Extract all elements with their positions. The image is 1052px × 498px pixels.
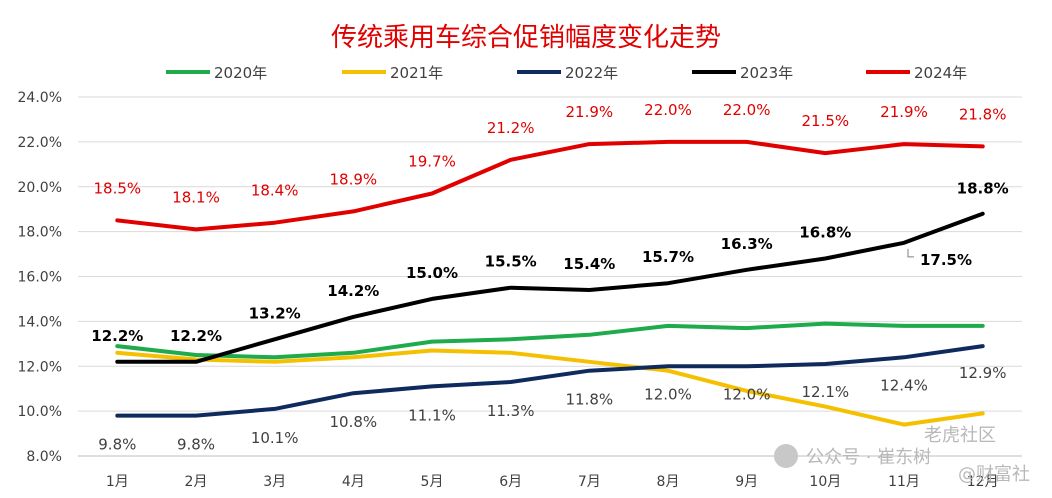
legend-label: 2023年 — [740, 64, 793, 82]
data-label: 12.1% — [802, 383, 850, 401]
data-label: 11.8% — [566, 391, 614, 409]
y-tick-label: 18.0% — [18, 225, 62, 241]
data-label: 21.8% — [959, 105, 1007, 123]
x-axis: 1月 2月 3月 4月 5月 6月 7月 8月 9月 10月 11月 12月 — [106, 474, 999, 490]
y-tick-label: 24.0% — [18, 90, 62, 106]
y-tick-label: 14.0% — [18, 314, 62, 330]
data-label: 12.9% — [959, 364, 1007, 382]
data-labels: 9.8% 9.8% 10.1% 10.8% 11.1% 11.3% 11.8% 12.0% 12… — [91, 101, 1008, 454]
y-axis: 8.0% 10.0% 12.0% 14.0% 16.0% 18.0% 20.0% 22.0% 2… — [18, 90, 62, 465]
data-label: 12.0% — [723, 385, 771, 403]
series-line — [115, 211, 985, 364]
watermark-text-3: @财富社 — [958, 464, 1030, 485]
data-label: 21.9% — [566, 103, 614, 121]
series-lines — [115, 139, 985, 427]
data-label: 9.8% — [177, 436, 215, 454]
x-tick-label: 8月 — [657, 474, 680, 490]
data-label: 15.4% — [563, 255, 615, 273]
data-label: 18.8% — [957, 180, 1009, 198]
data-label: 19.7% — [408, 152, 456, 170]
data-label: 12.2% — [91, 327, 143, 345]
data-label: 17.5% — [920, 251, 972, 269]
data-label: 12.2% — [170, 327, 222, 345]
data-label: 12.4% — [880, 376, 928, 394]
y-tick-label: 12.0% — [18, 359, 62, 375]
watermark: 公众号 · 崔东树 老虎社区 @财富社 — [774, 425, 1030, 485]
x-tick-label: 7月 — [578, 474, 601, 490]
watermark-text: 公众号 · 崔东树 — [806, 447, 931, 468]
y-tick-label: 22.0% — [18, 135, 62, 151]
data-label: 22.0% — [644, 101, 692, 119]
legend-label: 2022年 — [565, 64, 618, 82]
data-label: 10.1% — [251, 429, 299, 447]
x-tick-label: 10月 — [809, 474, 841, 490]
legend-label: 2021年 — [390, 64, 443, 82]
x-tick-label: 12月 — [967, 474, 999, 490]
data-label: 22.0% — [723, 101, 771, 119]
data-label: 21.5% — [802, 112, 850, 130]
y-tick-label: 8.0% — [26, 449, 62, 465]
data-label: 21.9% — [880, 103, 928, 121]
x-tick-label: 1月 — [106, 474, 129, 490]
y-tick-label: 10.0% — [18, 404, 62, 420]
series-line — [115, 348, 985, 427]
data-label: 11.1% — [408, 406, 456, 424]
x-tick-label: 4月 — [342, 474, 365, 490]
x-tick-label: 9月 — [735, 474, 758, 490]
series-line — [115, 344, 985, 418]
data-label: 15.7% — [642, 248, 694, 266]
legend: 2020年 2021年 2022年 2023年 2024年 — [166, 64, 967, 82]
data-label: 9.8% — [98, 436, 136, 454]
data-label: 21.2% — [487, 119, 535, 137]
leader-line — [907, 248, 914, 258]
data-label: 15.5% — [485, 253, 537, 271]
legend-label: 2024年 — [914, 64, 967, 82]
data-label: 15.0% — [406, 264, 458, 282]
x-tick-label: 2月 — [185, 474, 208, 490]
y-tick-label: 16.0% — [18, 270, 62, 286]
data-label: 18.1% — [172, 188, 220, 206]
watermark-text-2: 老虎社区 — [924, 425, 996, 446]
legend-label: 2020年 — [214, 64, 267, 82]
data-label: 12.0% — [644, 385, 692, 403]
data-label: 10.8% — [330, 413, 378, 431]
series-line — [115, 321, 985, 360]
x-tick-label: 3月 — [263, 474, 286, 490]
chart-title: 传统乘用车综合促销幅度变化走势 — [331, 23, 721, 53]
data-label: 18.9% — [330, 170, 378, 188]
data-label: 18.5% — [94, 179, 142, 197]
data-label: 11.3% — [487, 402, 535, 420]
x-tick-label: 5月 — [421, 474, 444, 490]
x-tick-label: 11月 — [888, 474, 920, 490]
data-label: 14.2% — [327, 282, 379, 300]
data-label: 13.2% — [249, 304, 301, 322]
series-line — [115, 139, 985, 232]
wechat-icon — [774, 444, 798, 468]
data-label: 18.4% — [251, 182, 299, 200]
y-tick-label: 20.0% — [18, 180, 62, 196]
x-tick-label: 6月 — [499, 474, 522, 490]
data-label: 16.3% — [721, 235, 773, 253]
data-label: 16.8% — [799, 224, 851, 242]
